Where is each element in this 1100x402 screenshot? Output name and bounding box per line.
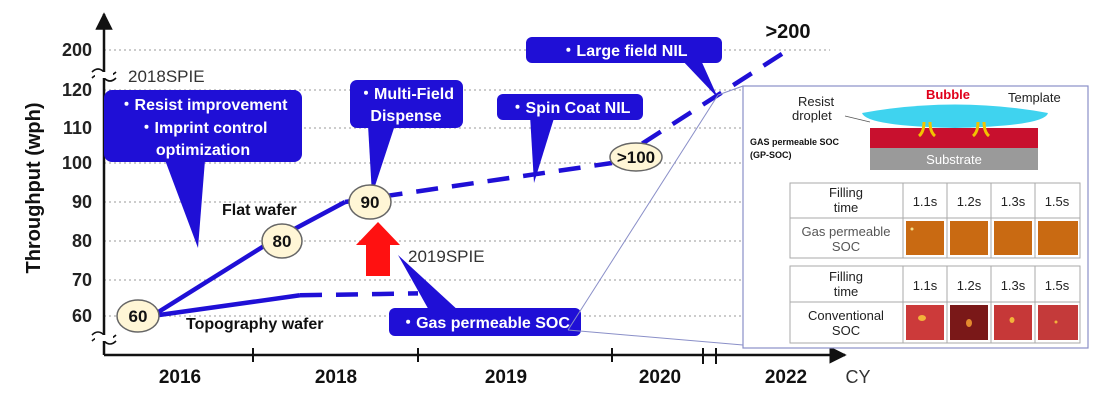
x-tick-2018: 2018 bbox=[315, 367, 357, 388]
y-tick-60: 60 bbox=[72, 306, 92, 326]
svg-text:time: time bbox=[834, 284, 859, 299]
annotation-2018spie: 2018SPIE bbox=[128, 67, 205, 86]
svg-text:1.2s: 1.2s bbox=[957, 278, 982, 293]
topo-wafer-segment-1 bbox=[151, 293, 301, 319]
value-bubble-60: 60 bbox=[116, 299, 160, 333]
y-tick-100: 100 bbox=[62, 153, 92, 173]
svg-text:time: time bbox=[834, 200, 859, 215]
svg-text:80: 80 bbox=[273, 232, 292, 251]
svg-text:Dispense: Dispense bbox=[370, 108, 441, 125]
svg-text:SOC: SOC bbox=[832, 323, 860, 338]
table-conventional: Filling time 1.1s 1.2s 1.3s 1.5s Convent… bbox=[789, 265, 1081, 344]
value-bubble-100plus: >100 bbox=[609, 142, 663, 172]
svg-text:1.5s: 1.5s bbox=[1045, 278, 1070, 293]
svg-text:Filling: Filling bbox=[829, 185, 863, 200]
svg-text:>100: >100 bbox=[617, 148, 655, 167]
gp-cell-1.3s bbox=[994, 221, 1032, 255]
y-tick-120: 120 bbox=[62, 80, 92, 100]
svg-text:1.1s: 1.1s bbox=[913, 194, 938, 209]
value-label-200plus: >200 bbox=[765, 21, 810, 43]
svg-text:Substrate: Substrate bbox=[926, 152, 982, 167]
gp-soc-label: GAS permeable SOC bbox=[750, 137, 840, 147]
svg-text:・Spin Coat NIL: ・Spin Coat NIL bbox=[510, 100, 631, 117]
svg-text:60: 60 bbox=[129, 307, 148, 326]
resist-label: Resist bbox=[798, 94, 835, 109]
x-tick-labels: 2016 2018 2019 2020 2022 bbox=[159, 348, 807, 388]
svg-text:Conventional: Conventional bbox=[808, 308, 884, 323]
x-tick-2020: 2020 bbox=[639, 367, 681, 388]
y-tick-90: 90 bbox=[72, 192, 92, 212]
y-tick-labels: 60 70 80 90 100 110 120 200 bbox=[62, 40, 92, 326]
svg-text:・Large field NIL: ・Large field NIL bbox=[560, 43, 687, 60]
x-axis-title: CY bbox=[845, 367, 870, 387]
conv-cell-1.5s bbox=[1038, 305, 1078, 340]
gp-cell-1.2s bbox=[950, 221, 988, 255]
callout-resist-improvement: ・Resist improvement ・Imprint control opt… bbox=[104, 90, 302, 248]
value-bubble-80: 80 bbox=[261, 223, 303, 259]
gp-soc-layer bbox=[870, 128, 1038, 148]
droplet-label: droplet bbox=[792, 108, 832, 123]
callout-multi-field-dispense: ・Multi-Field Dispense bbox=[350, 80, 463, 195]
y-tick-200: 200 bbox=[62, 40, 92, 60]
bubble-shape-right bbox=[971, 121, 991, 138]
template-shape bbox=[862, 104, 1048, 128]
svg-text:1.5s: 1.5s bbox=[1045, 194, 1070, 209]
gp-soc-abbrev: (GP-SOC) bbox=[750, 150, 792, 160]
y-tick-110: 110 bbox=[63, 118, 92, 138]
template-label: Template bbox=[1008, 90, 1061, 105]
inset-panel: Substrate Bubble Template Resist droplet… bbox=[742, 85, 1089, 349]
inset-connector-bottom bbox=[567, 329, 744, 346]
table-gas-permeable: Filling time 1.1s 1.2s 1.3s 1.5s Gas per… bbox=[789, 182, 1081, 259]
topo-wafer-segment-2 bbox=[299, 291, 419, 298]
gp-cell-1.1s bbox=[906, 221, 944, 255]
callout-large-field-nil: ・Large field NIL bbox=[526, 37, 722, 98]
svg-text:・Resist improvement: ・Resist improvement bbox=[119, 97, 289, 114]
improvement-arrow bbox=[356, 222, 400, 276]
y-axis-title: Throughput (wph) bbox=[23, 102, 45, 273]
svg-text:90: 90 bbox=[361, 193, 380, 212]
inset-connector-top bbox=[717, 85, 744, 96]
bubble-label: Bubble bbox=[926, 87, 970, 102]
svg-text:1.1s: 1.1s bbox=[913, 278, 938, 293]
svg-text:Filling: Filling bbox=[829, 269, 863, 284]
cross-section-diagram: Substrate Bubble Template Resist droplet… bbox=[750, 87, 1061, 170]
annotation-2019spie: 2019SPIE bbox=[408, 247, 485, 266]
flat-wafer-segment-1 bbox=[150, 239, 274, 318]
callout-spin-coat-nil: ・Spin Coat NIL bbox=[497, 94, 643, 183]
y-tick-70: 70 bbox=[72, 270, 92, 290]
y-tick-80: 80 bbox=[72, 231, 92, 251]
bubble-shape-left bbox=[917, 121, 937, 138]
svg-text:optimization: optimization bbox=[156, 142, 250, 159]
svg-text:・Imprint control: ・Imprint control bbox=[139, 120, 268, 137]
gp-cell-1.5s bbox=[1038, 221, 1078, 255]
x-tick-2022: 2022 bbox=[765, 367, 807, 388]
value-bubble-90: 90 bbox=[348, 184, 392, 220]
inset-connector-diag bbox=[567, 94, 719, 331]
svg-text:1.2s: 1.2s bbox=[957, 194, 982, 209]
svg-text:1.3s: 1.3s bbox=[1001, 194, 1026, 209]
svg-text:Gas permeable: Gas permeable bbox=[802, 224, 891, 239]
x-tick-2019: 2019 bbox=[485, 367, 527, 388]
svg-text:SOC: SOC bbox=[832, 239, 860, 254]
series-label-topography-wafer: Topography wafer bbox=[186, 316, 324, 333]
svg-text:・Gas permeable SOC: ・Gas permeable SOC bbox=[400, 315, 570, 332]
conv-cell-1.1s bbox=[906, 305, 944, 340]
value-bubbles: 60 80 90 >100 >200 bbox=[116, 21, 811, 333]
svg-text:1.3s: 1.3s bbox=[1001, 278, 1026, 293]
svg-text:・Multi-Field: ・Multi-Field bbox=[358, 86, 454, 103]
x-tick-2016: 2016 bbox=[159, 367, 201, 388]
series-label-flat-wafer: Flat wafer bbox=[222, 202, 297, 219]
substrate-layer bbox=[870, 148, 1038, 170]
callout-gas-permeable-soc: ・Gas permeable SOC bbox=[389, 255, 581, 336]
